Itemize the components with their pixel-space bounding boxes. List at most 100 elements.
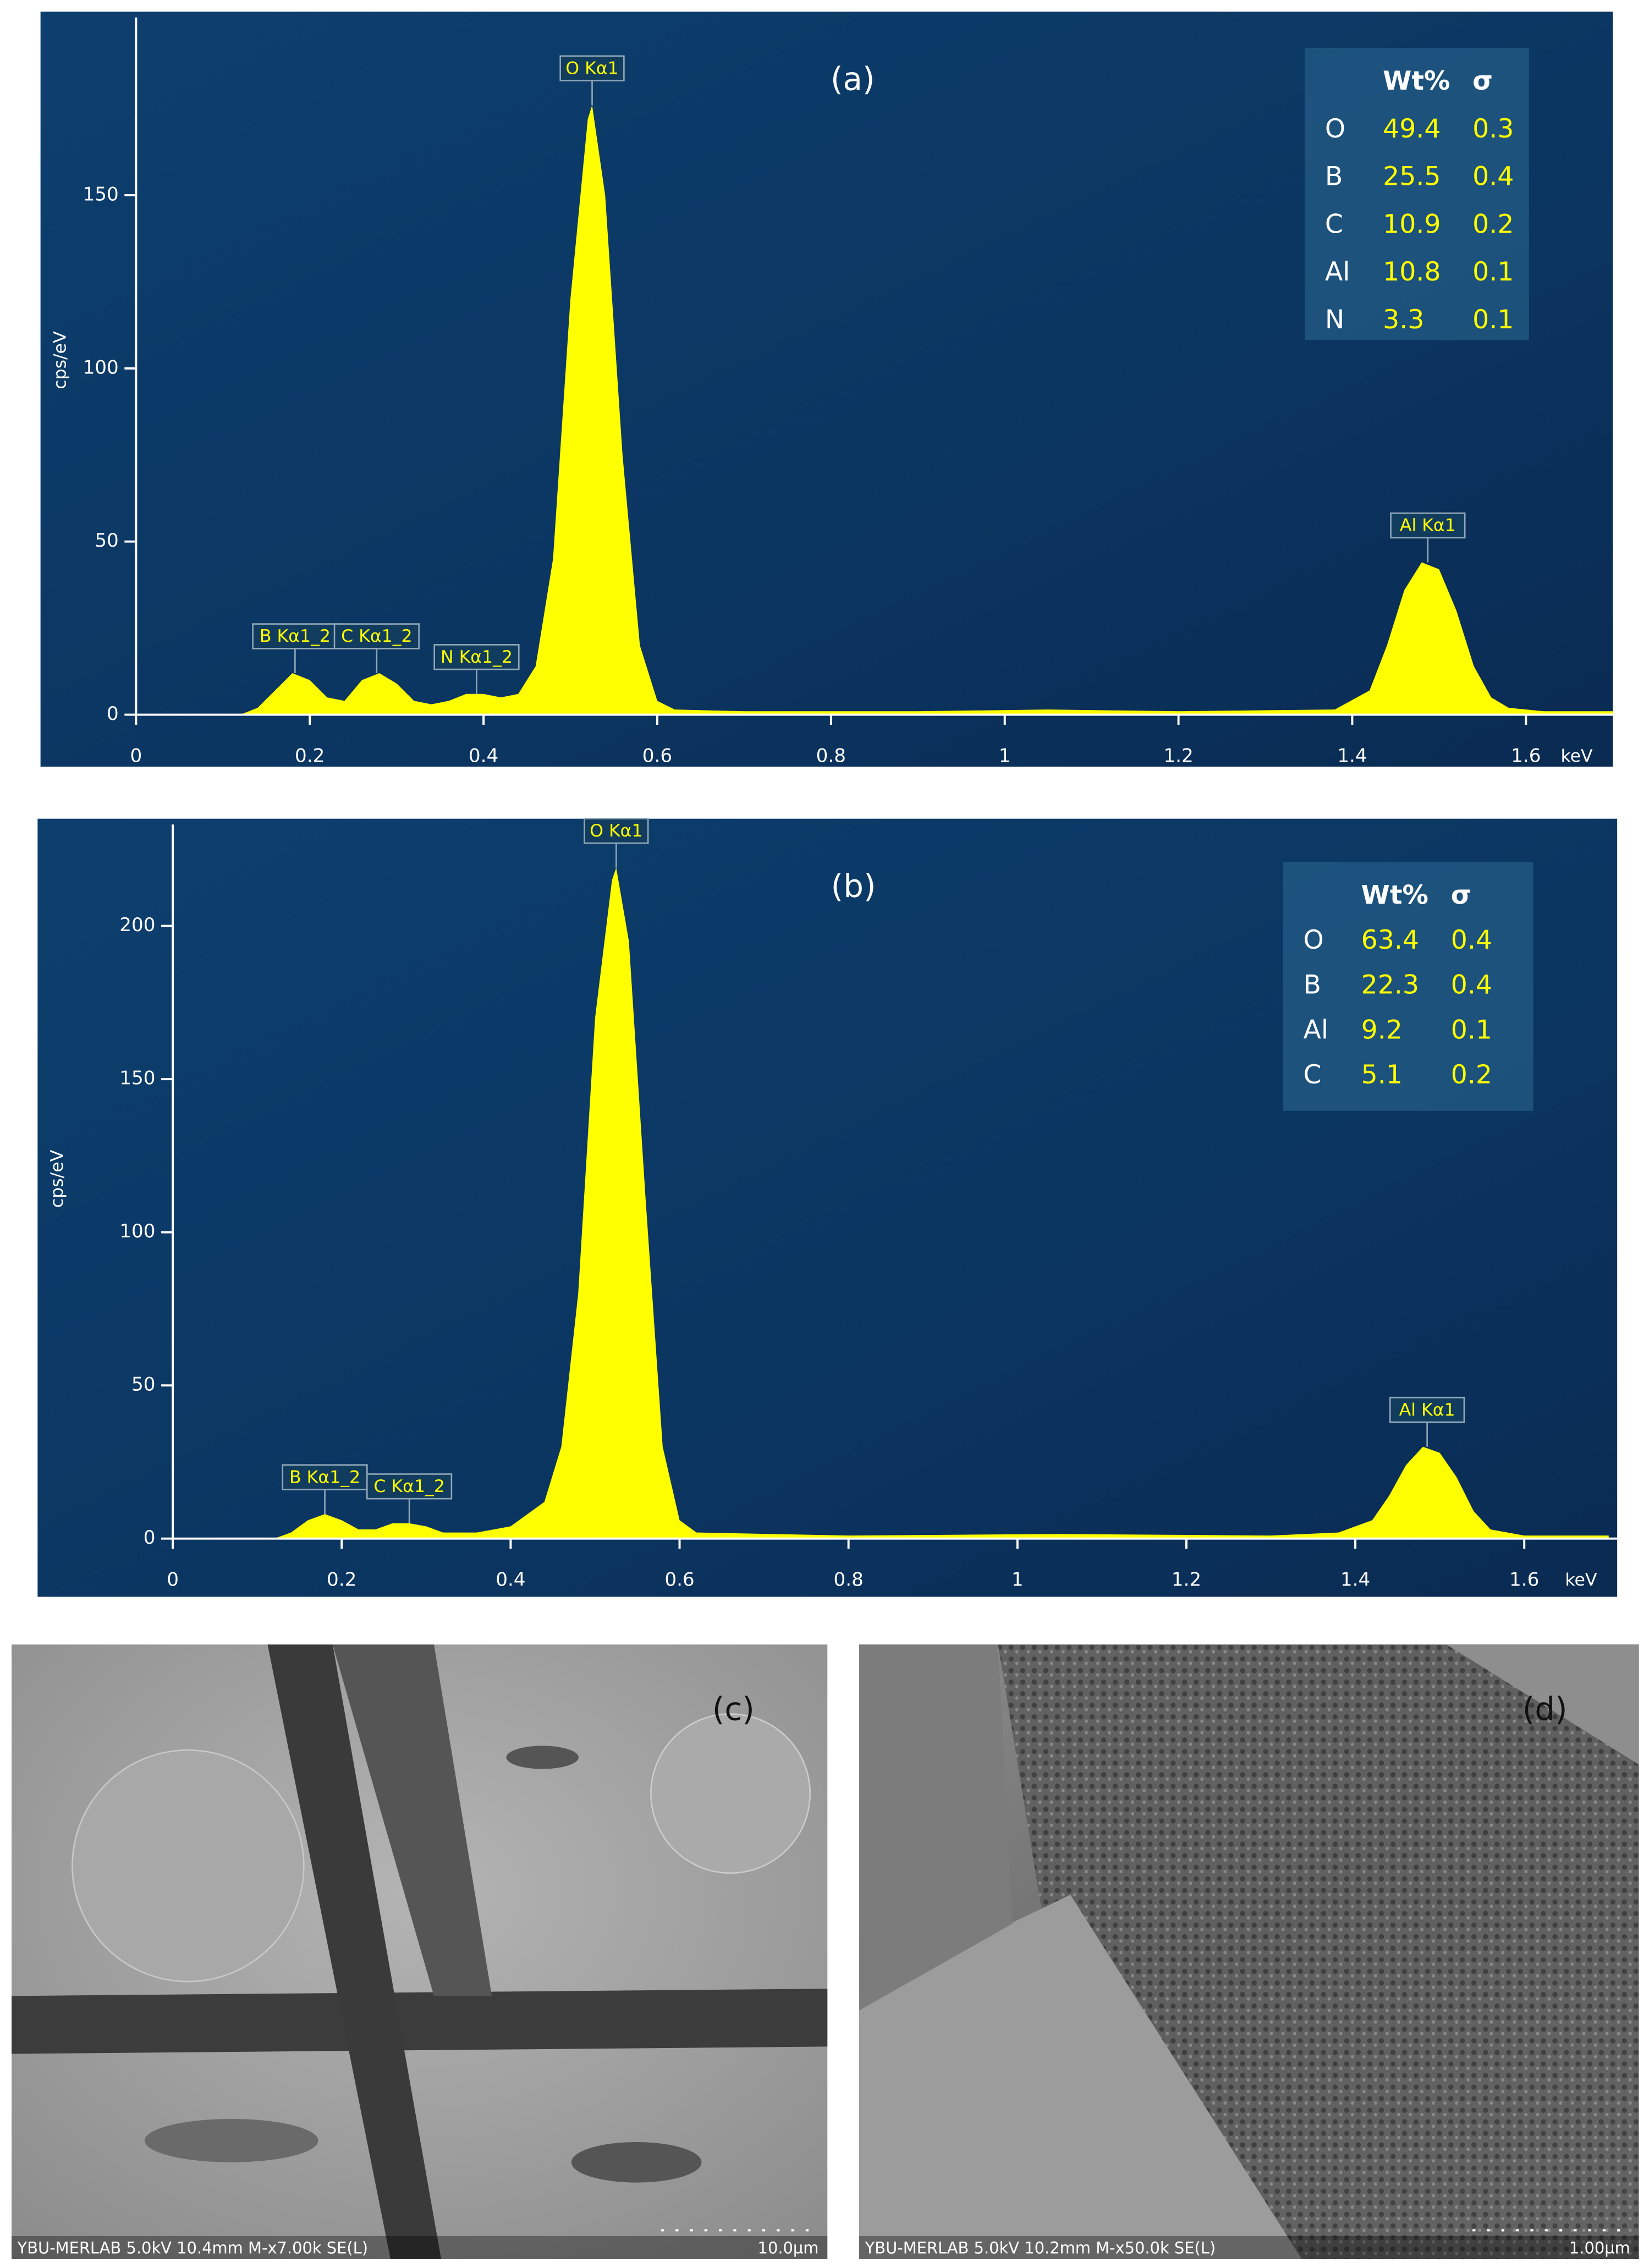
y-tick-label: 200 [119,914,155,936]
spectrum-panel: 0 50 100 150 0 0.2 0.4 0.6 0.8 1 1.2 1.4 1.6 keV cps/e… [40,12,1613,767]
y-axis-label: cps/eV [50,331,70,389]
peak-label-box [333,623,420,649]
image-caption: YBU-MERLAB 5.0kV 10.4mm M-x7.00k SE(L) [17,2239,369,2258]
y-tick-label: 0 [107,703,119,725]
x-tick-label: 1.4 [1337,745,1367,767]
table-cell: 0.4 [1472,162,1514,192]
x-tick-label: 0.4 [496,1568,525,1590]
table-header: σ [1451,880,1471,911]
peak-label-box [366,1473,453,1500]
peak-label-box [1390,512,1466,539]
x-tick-label: 1.6 [1509,1568,1539,1590]
x-axis-label: keV [1565,1570,1597,1590]
x-tick-label: 1.6 [1511,745,1541,767]
spectrum-panel: 0 50 100 150 200 0 0.2 0.4 0.6 0.8 1 1.2 1.4 1.6 keV cp… [37,818,1618,1597]
table-cell: 10.9 [1383,209,1441,239]
spectrum-area [274,867,1609,1539]
table-cell: B [1325,162,1343,192]
table-cell: 0.3 [1472,114,1514,144]
table-cell: Al [1325,257,1350,287]
peak-label: B Kα1_2 [289,1467,360,1487]
peak-label-box [282,1464,368,1490]
x-tick-label: 0.2 [295,745,325,767]
panel-label: (a) [831,60,875,98]
x-tick-label: 0.8 [816,745,846,767]
peak-label: Al Kα1 [1400,516,1456,536]
table-cell: Al [1303,1015,1328,1045]
peak-label-box [1389,1396,1465,1423]
table-cell: C [1303,1060,1321,1090]
table-cell: 22.3 [1361,970,1419,1000]
table-cell: 0.1 [1451,1015,1492,1045]
table-cell: 9.2 [1361,1015,1403,1045]
x-tick-label: 1 [999,745,1011,767]
table-header: Wt% [1383,66,1450,96]
table-cell: C [1325,209,1343,239]
table-cell: 63.4 [1361,925,1419,955]
composition-table-bg [1305,48,1529,340]
table-cell: 5.1 [1361,1060,1403,1090]
sem-image-c [12,1644,828,2260]
x-tick-label: 1.2 [1172,1568,1201,1590]
y-tick-label: 0 [144,1527,156,1549]
table-header: σ [1472,66,1493,96]
table-cell: B [1303,970,1321,1000]
scale-bar-label: 1.00µm [1569,2239,1630,2258]
peak-label: O Kα1 [565,59,618,79]
x-axis-label: keV [1560,746,1593,766]
x-tick-label: 0.2 [327,1568,356,1590]
panel-label: (c) [712,1690,755,1727]
table-cell: 25.5 [1383,162,1441,192]
peak-label-box [559,55,625,81]
peak-label-box [252,623,338,649]
x-tick-label: 0.8 [833,1568,863,1590]
peak-label: B Kα1_2 [260,626,331,646]
y-tick-label: 50 [95,530,118,552]
caption-bar [12,2236,828,2260]
x-tick-label: 0.6 [664,1568,694,1590]
table-cell: O [1303,925,1323,955]
y-tick-label: 100 [119,1220,155,1242]
table-cell: 0.4 [1451,925,1492,955]
spectrum-area [240,105,1613,715]
table-cell: 0.1 [1472,257,1514,287]
composition-table-bg [1283,862,1533,1111]
table-cell: 0.2 [1472,209,1514,239]
y-axis-label: cps/eV [47,1149,67,1208]
peak-label-box [584,818,649,844]
panel-label: (d) [1522,1690,1568,1727]
x-tick-label: 0.4 [469,745,498,767]
y-tick-label: 50 [131,1374,155,1396]
image-caption: YBU-MERLAB 5.0kV 10.2mm M-x50.0k SE(L) [865,2239,1216,2258]
scale-bar-label: 10.0µm [758,2239,819,2258]
y-tick-label: 150 [83,184,119,206]
table-cell: O [1325,114,1345,144]
x-tick-label: 1 [1012,1568,1024,1590]
y-tick-label: 100 [83,356,119,378]
x-tick-label: 0 [130,745,142,767]
panel-label: (b) [831,867,876,905]
x-tick-label: 0 [167,1568,179,1590]
sem-image-d [859,1644,1639,2260]
peak-label: C Kα1_2 [341,626,412,646]
x-tick-label: 0.6 [642,745,672,767]
caption-bar [859,2236,1639,2260]
peak-label: N Kα1_2 [441,647,513,667]
peak-label: O Kα1 [590,821,642,841]
table-cell: N [1325,305,1344,335]
x-tick-label: 1.2 [1163,745,1193,767]
table-cell: 49.4 [1383,114,1441,144]
table-cell: 0.2 [1451,1060,1492,1090]
table-cell: 0.1 [1472,305,1514,335]
table-cell: 3.3 [1383,305,1424,335]
table-header: Wt% [1361,880,1428,911]
table-cell: 0.4 [1451,970,1492,1000]
y-tick-label: 150 [119,1067,155,1089]
x-tick-label: 1.4 [1340,1568,1370,1590]
peak-label: C Kα1_2 [373,1477,444,1496]
table-cell: 10.8 [1383,257,1441,287]
peak-label: Al Kα1 [1399,1400,1455,1420]
peak-label-box [433,644,520,670]
